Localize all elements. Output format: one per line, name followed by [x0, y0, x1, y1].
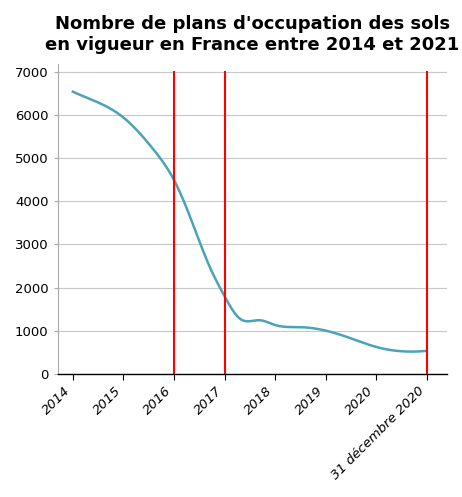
Title: Nombre de plans d'occupation des sols
en vigueur en France entre 2014 et 2021: Nombre de plans d'occupation des sols en…	[45, 15, 459, 54]
